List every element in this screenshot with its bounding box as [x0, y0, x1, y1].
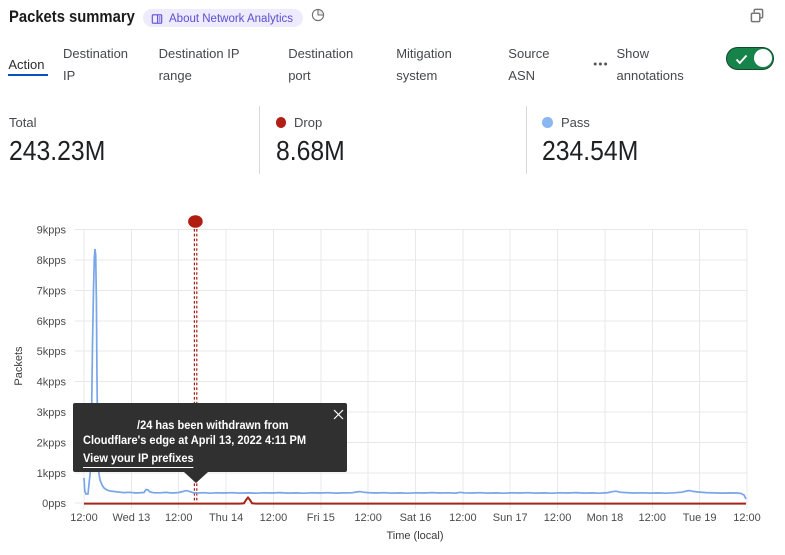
svg-text:12:00: 12:00	[70, 512, 98, 524]
svg-text:9kpps: 9kpps	[37, 225, 67, 237]
svg-text:8kpps: 8kpps	[37, 255, 67, 267]
svg-text:0pps: 0pps	[42, 498, 66, 510]
svg-text:12:00: 12:00	[165, 512, 193, 524]
svg-text:12:00: 12:00	[544, 512, 572, 524]
svg-text:12:00: 12:00	[449, 512, 477, 524]
svg-text:Sat 16: Sat 16	[400, 512, 432, 524]
svg-text:Packets: Packets	[13, 346, 25, 386]
svg-text:12:00: 12:00	[354, 512, 382, 524]
svg-text:Fri 15: Fri 15	[307, 512, 335, 524]
svg-text:Mon 18: Mon 18	[587, 512, 624, 524]
svg-text:3kpps: 3kpps	[37, 407, 67, 419]
svg-text:Tue 19: Tue 19	[683, 512, 717, 524]
svg-text:Thu 14: Thu 14	[209, 512, 243, 524]
svg-text:5kpps: 5kpps	[37, 346, 67, 358]
svg-text:Wed 13: Wed 13	[113, 512, 151, 524]
svg-text:12:00: 12:00	[260, 512, 288, 524]
svg-text:12:00: 12:00	[639, 512, 667, 524]
svg-text:Sun 17: Sun 17	[493, 512, 528, 524]
svg-text:4kpps: 4kpps	[37, 377, 67, 389]
svg-text:Time (local): Time (local)	[386, 530, 443, 542]
svg-text:1kpps: 1kpps	[37, 468, 67, 480]
svg-text:12:00: 12:00	[733, 512, 761, 524]
svg-text:6kpps: 6kpps	[37, 316, 67, 328]
svg-text:2kpps: 2kpps	[37, 437, 67, 449]
svg-text:7kpps: 7kpps	[37, 285, 67, 297]
